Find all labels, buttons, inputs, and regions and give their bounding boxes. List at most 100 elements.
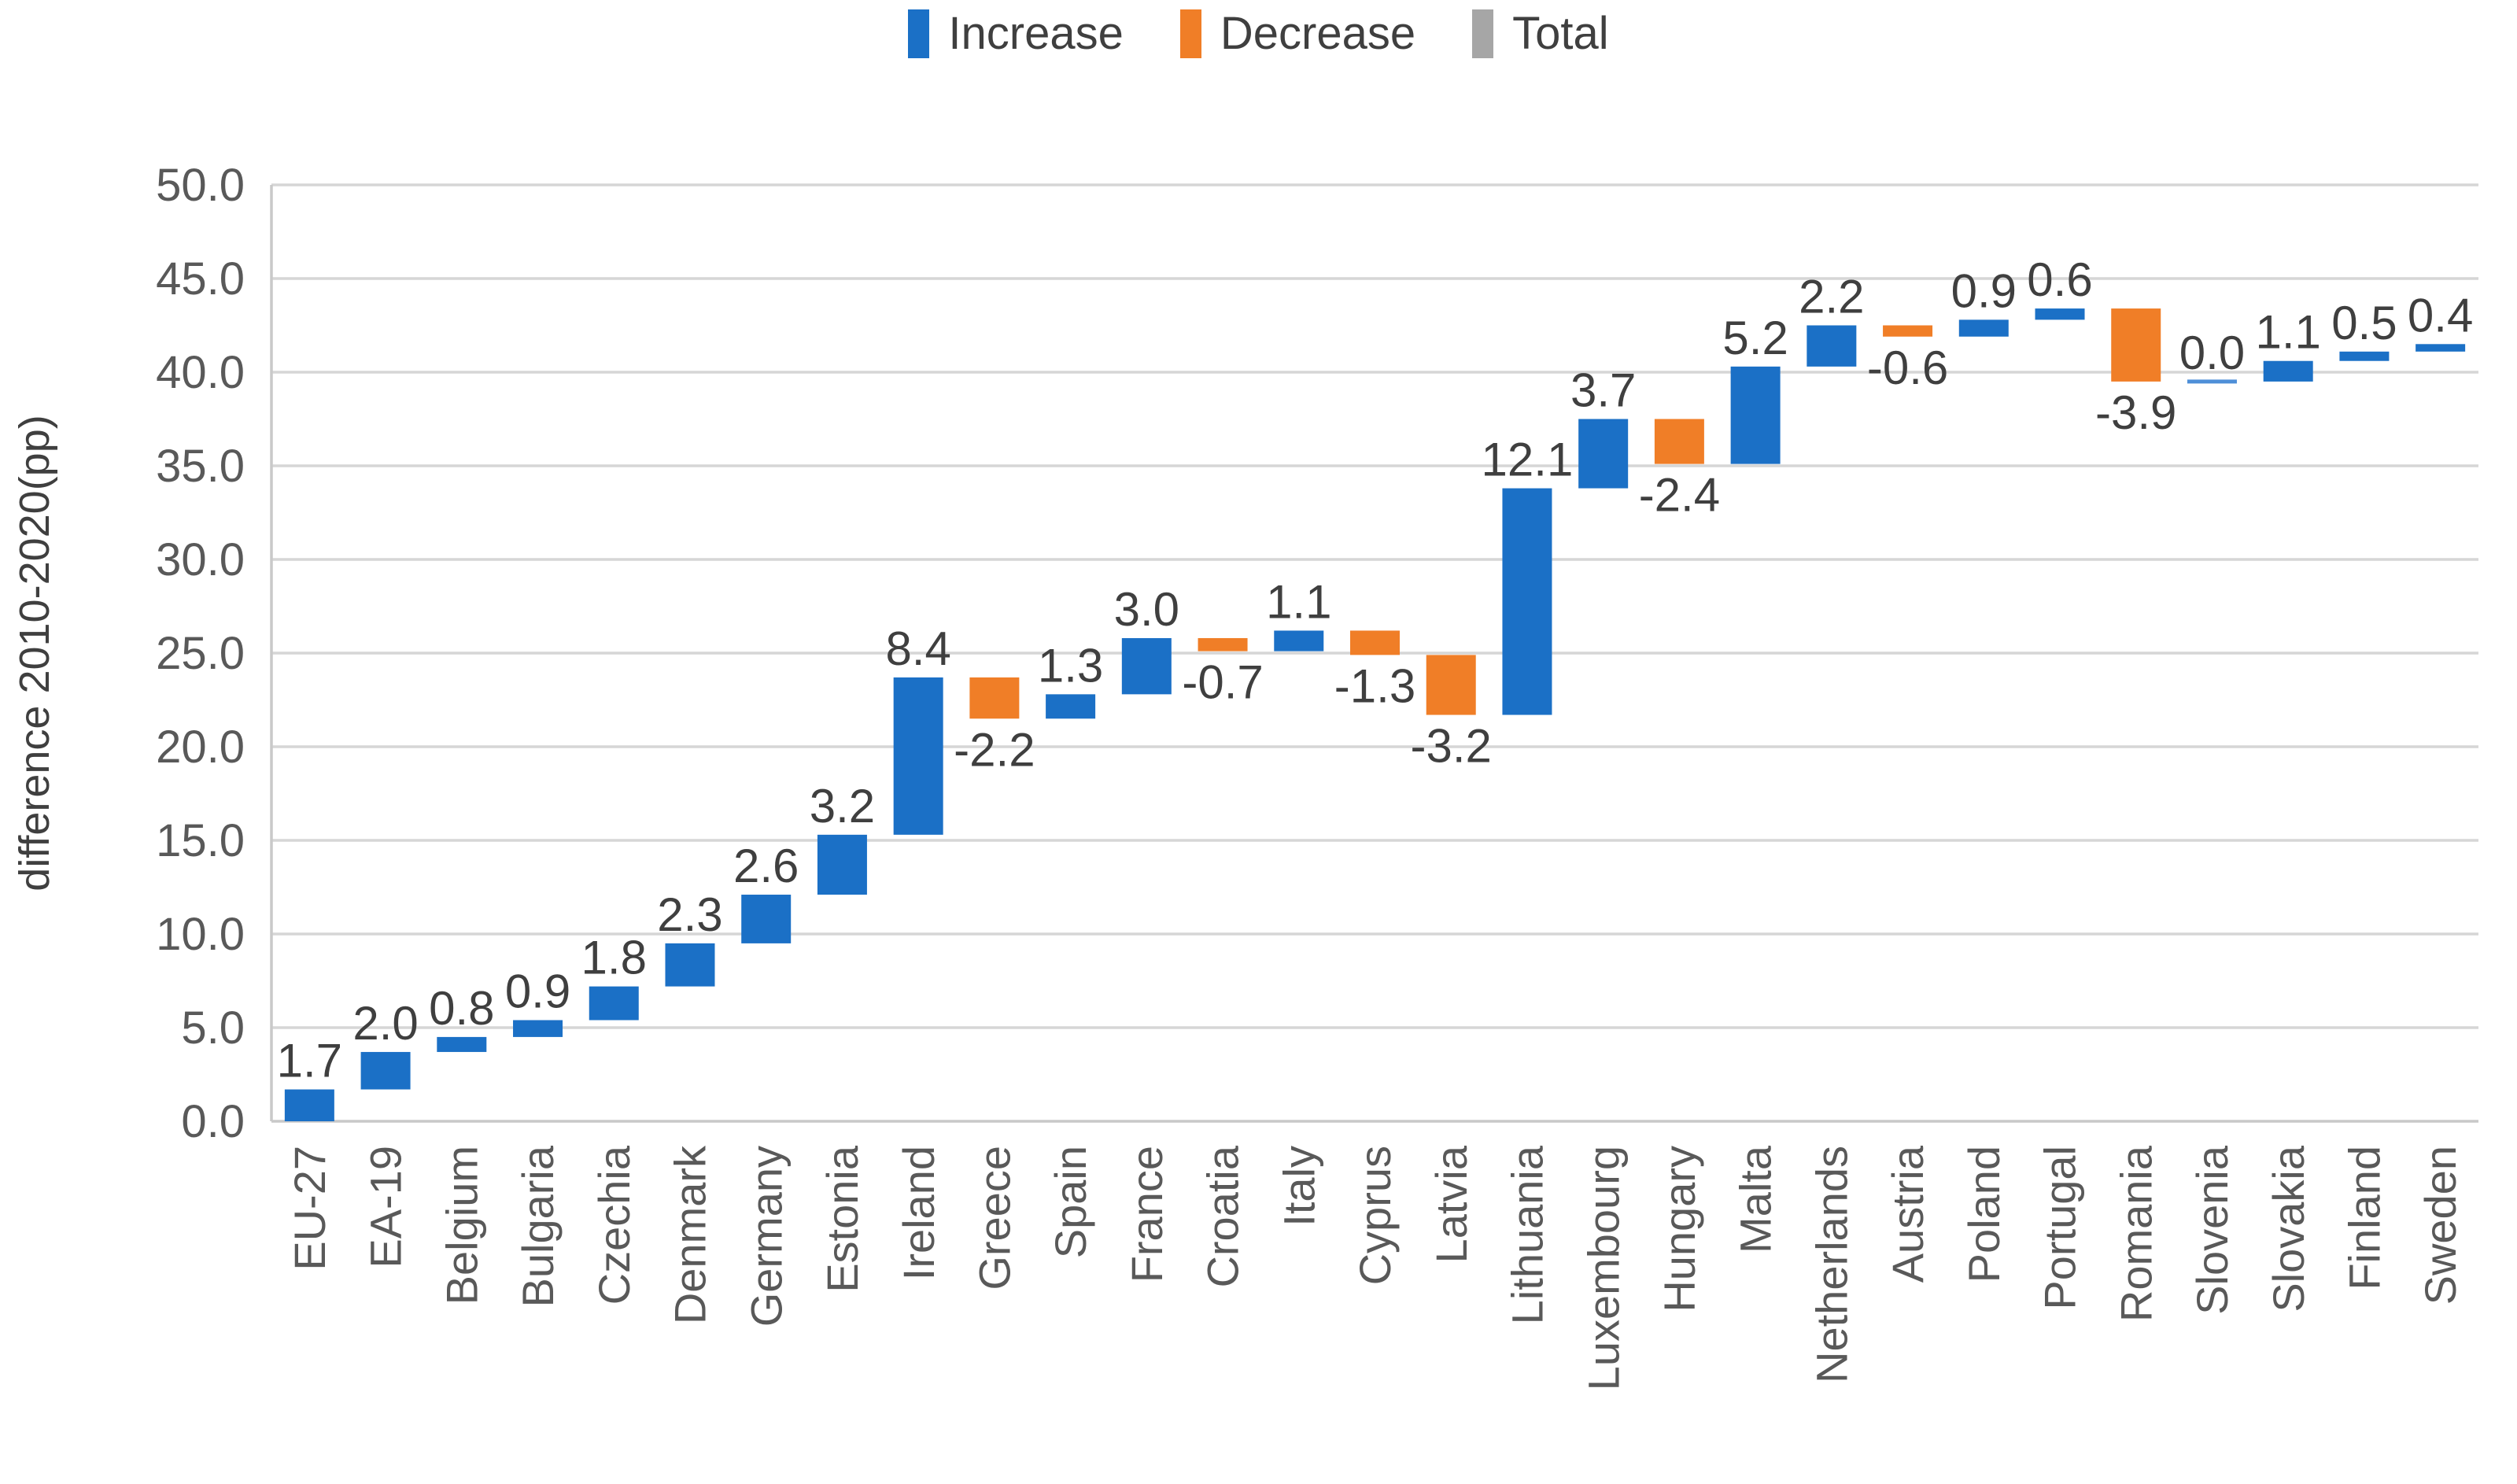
x-label-france: France	[1122, 1146, 1172, 1283]
y-tick-label: 50.0	[156, 160, 245, 211]
bar-belgium	[437, 1036, 487, 1052]
x-label-malta: Malta	[1731, 1145, 1781, 1253]
value-label-france: 3.0	[1114, 583, 1179, 636]
x-label-slovenia: Slovenia	[2187, 1145, 2237, 1315]
bar-slovenia	[2187, 379, 2237, 384]
x-label-ireland: Ireland	[894, 1146, 943, 1280]
x-label-estonia: Estonia	[817, 1145, 867, 1293]
y-tick-label: 30.0	[156, 534, 245, 585]
legend-swatch-total-icon	[1472, 9, 1494, 58]
value-label-portugal: 0.6	[2027, 253, 2092, 306]
value-label-czechia: 1.8	[581, 932, 647, 984]
y-tick-label: 25.0	[156, 628, 245, 679]
y-tick-label: 40.0	[156, 347, 245, 398]
bar-poland	[1958, 319, 2009, 337]
value-label-estonia: 3.2	[810, 780, 875, 832]
legend-swatch-increase-icon	[908, 9, 930, 58]
bar-greece	[969, 677, 1020, 719]
x-label-netherlands: Netherlands	[1807, 1146, 1856, 1383]
x-label-belgium: Belgium	[437, 1146, 486, 1305]
bar-italy	[1274, 630, 1324, 652]
bar-estonia	[817, 834, 867, 895]
value-label-greece: -2.2	[954, 723, 1035, 776]
bar-malta	[1730, 366, 1781, 464]
bar-sweden	[2416, 344, 2466, 352]
legend-item-increase: Increase	[908, 8, 1124, 59]
legend-item-decrease: Decrease	[1179, 8, 1416, 59]
value-label-slovenia: 0.0	[2179, 327, 2245, 379]
x-label-bulgaria: Bulgaria	[513, 1145, 563, 1307]
x-label-romania: Romania	[2111, 1145, 2161, 1322]
bar-czechia	[589, 986, 639, 1021]
bar-hungary	[1654, 419, 1704, 464]
bar-croatia	[1198, 637, 1248, 652]
value-label-italy: 1.1	[1266, 575, 1331, 628]
bar-germany	[741, 895, 792, 943]
value-label-croatia: -0.7	[1182, 656, 1263, 709]
y-tick-label: 35.0	[156, 441, 245, 492]
x-label-latvia: Latvia	[1426, 1145, 1476, 1263]
value-label-eu-27: 1.7	[277, 1035, 342, 1087]
x-label-denmark: Denmark	[666, 1145, 715, 1324]
x-label-cyprus: Cyprus	[1350, 1146, 1400, 1285]
value-label-sweden: 0.4	[2408, 289, 2473, 341]
value-label-ireland: 8.4	[885, 622, 950, 675]
chart-legend: Increase Decrease Total	[0, 9, 2517, 58]
bar-ireland	[893, 677, 943, 835]
x-label-croatia: Croatia	[1198, 1145, 1248, 1287]
legend-label-decrease: Decrease	[1220, 8, 1416, 59]
x-label-sweden: Sweden	[2416, 1146, 2465, 1305]
legend-label-increase: Increase	[948, 8, 1124, 59]
y-tick-label: 5.0	[181, 1002, 245, 1054]
x-label-ea-19: EA-19	[361, 1146, 411, 1268]
bar-portugal	[2035, 308, 2085, 320]
legend-label-total: Total	[1512, 8, 1609, 59]
value-label-ea-19: 2.0	[352, 997, 418, 1050]
bar-france	[1121, 637, 1172, 695]
value-label-slovakia: 1.1	[2255, 306, 2320, 359]
value-label-spain: 1.3	[1038, 639, 1103, 692]
bar-latvia	[1426, 655, 1476, 715]
bar-romania	[2111, 308, 2161, 382]
bar-bulgaria	[513, 1020, 563, 1037]
bar-luxembourg	[1578, 419, 1629, 489]
value-label-hungary: -2.4	[1639, 469, 1720, 522]
waterfall-chart: 0.0 5.0 10.0 15.0 20.0 25.0 30.0 35.0 40.0 45.0 50…	[11, 160, 2478, 1390]
y-tick-label: 10.0	[156, 909, 245, 960]
bar-finland	[2339, 351, 2390, 361]
x-label-austria: Austria	[1883, 1145, 1932, 1283]
x-label-luxembourg: Luxembourg	[1578, 1146, 1628, 1390]
bar-cyprus	[1350, 630, 1400, 655]
x-label-slovakia: Slovakia	[2264, 1145, 2313, 1312]
x-label-italy: Italy	[1274, 1146, 1323, 1227]
value-label-germany: 2.6	[733, 840, 799, 892]
bar-denmark	[665, 943, 715, 987]
bar-slovakia	[2263, 360, 2313, 382]
value-label-finland: 0.5	[2331, 297, 2397, 349]
value-label-poland: 0.9	[1951, 264, 2017, 317]
x-label-eu-27: EU-27	[285, 1146, 334, 1271]
y-tick-label: 0.0	[181, 1096, 245, 1147]
y-tick-label: 45.0	[156, 253, 245, 305]
legend-item-total: Total	[1472, 9, 1609, 58]
value-label-luxembourg: 3.7	[1570, 364, 1636, 417]
value-label-denmark: 2.3	[657, 888, 722, 941]
x-label-portugal: Portugal	[2035, 1146, 2085, 1310]
y-tick-label: 20.0	[156, 722, 245, 773]
x-label-poland: Poland	[1959, 1146, 2009, 1283]
bar-ea-19	[360, 1051, 411, 1090]
x-label-greece: Greece	[969, 1146, 1019, 1290]
value-label-netherlands: 2.2	[1799, 271, 1864, 323]
y-tick-label: 15.0	[156, 815, 245, 866]
value-label-austria: -0.6	[1867, 341, 1948, 394]
value-label-bulgaria: 0.9	[505, 965, 570, 1017]
x-label-spain: Spain	[1046, 1146, 1095, 1258]
x-label-finland: Finland	[2340, 1146, 2390, 1290]
y-axis-title: difference 2010-2020(pp)	[11, 415, 58, 891]
value-label-belgium: 0.8	[429, 982, 494, 1035]
x-label-lithuania: Lithuania	[1503, 1145, 1552, 1324]
value-label-malta: 5.2	[1722, 312, 1788, 364]
bar-lithuania	[1502, 488, 1552, 715]
value-label-latvia: -3.2	[1411, 720, 1492, 773]
